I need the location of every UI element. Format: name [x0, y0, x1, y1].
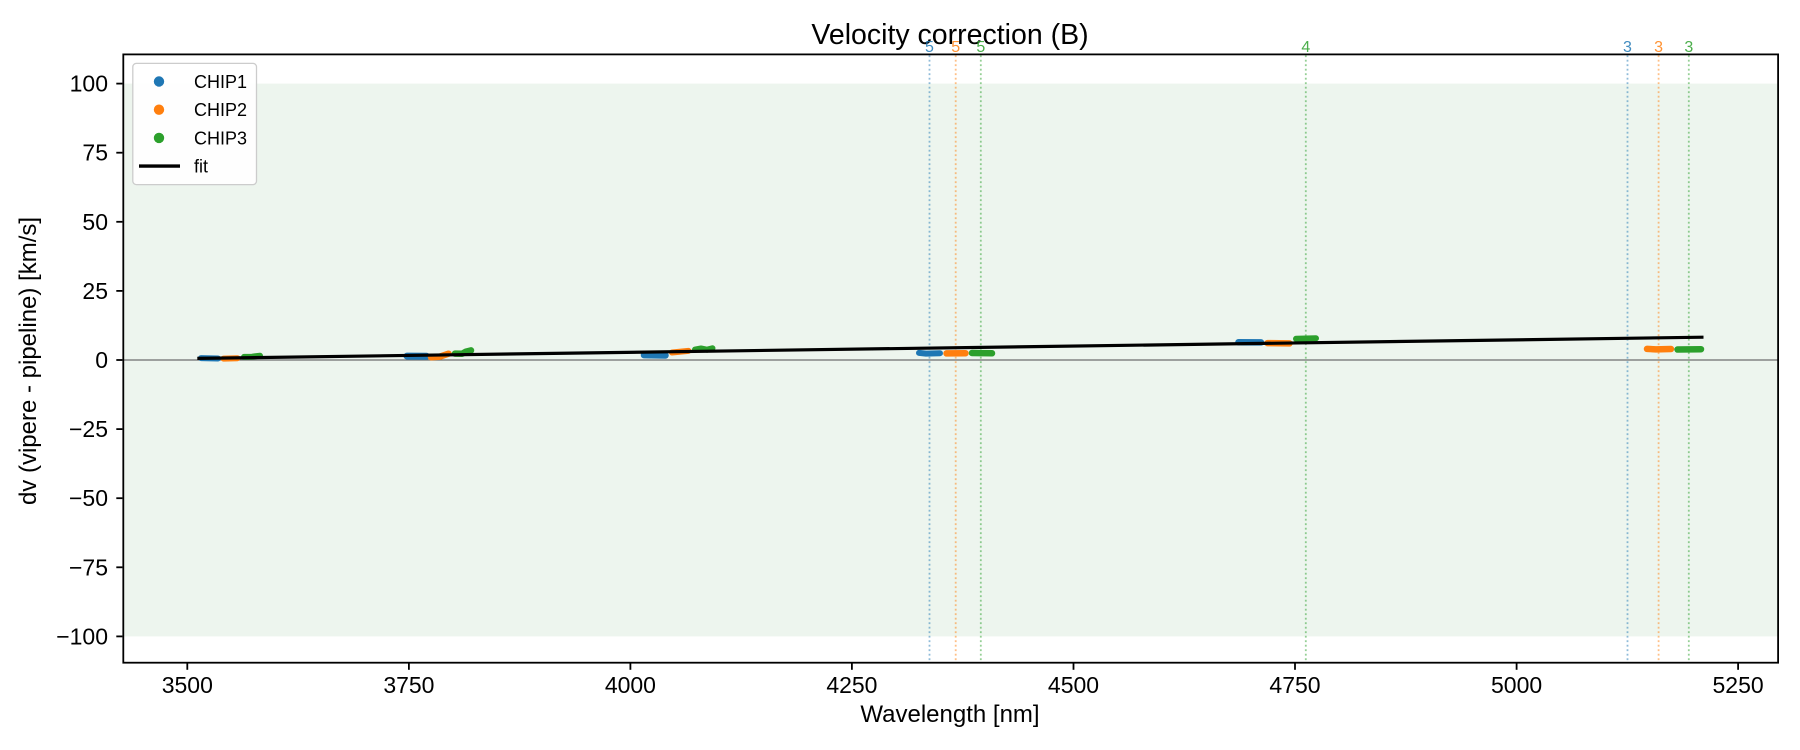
svg-text:5: 5	[925, 39, 934, 56]
svg-text:5000: 5000	[1491, 672, 1542, 698]
svg-text:4500: 4500	[1048, 672, 1099, 698]
svg-text:4000: 4000	[605, 672, 656, 698]
svg-text:50: 50	[82, 209, 108, 235]
svg-text:Velocity correction (B): Velocity correction (B)	[811, 19, 1088, 51]
svg-text:3: 3	[1654, 39, 1663, 56]
svg-text:−75: −75	[69, 554, 108, 580]
svg-text:3750: 3750	[383, 672, 434, 698]
svg-text:5: 5	[951, 39, 960, 56]
svg-text:4250: 4250	[826, 672, 877, 698]
svg-text:25: 25	[82, 278, 108, 304]
svg-text:−100: −100	[56, 623, 108, 649]
svg-text:dv (vipere - pipeline) [km/s]: dv (vipere - pipeline) [km/s]	[15, 217, 42, 505]
svg-text:5250: 5250	[1713, 672, 1764, 698]
svg-text:4750: 4750	[1269, 672, 1320, 698]
svg-text:−25: −25	[69, 416, 108, 442]
svg-text:3: 3	[1684, 39, 1693, 56]
svg-text:4: 4	[1301, 39, 1310, 56]
svg-text:100: 100	[70, 71, 108, 97]
svg-text:3: 3	[1623, 39, 1632, 56]
svg-text:5: 5	[976, 39, 985, 56]
svg-text:Wavelength [nm]: Wavelength [nm]	[860, 701, 1039, 728]
svg-text:CHIP3: CHIP3	[194, 128, 247, 148]
svg-text:3500: 3500	[162, 672, 213, 698]
svg-text:CHIP1: CHIP1	[194, 72, 247, 92]
svg-text:75: 75	[82, 140, 108, 166]
svg-text:fit: fit	[194, 157, 208, 177]
svg-text:CHIP2: CHIP2	[194, 100, 247, 120]
svg-text:−50: −50	[69, 485, 108, 511]
svg-text:0: 0	[95, 347, 108, 373]
